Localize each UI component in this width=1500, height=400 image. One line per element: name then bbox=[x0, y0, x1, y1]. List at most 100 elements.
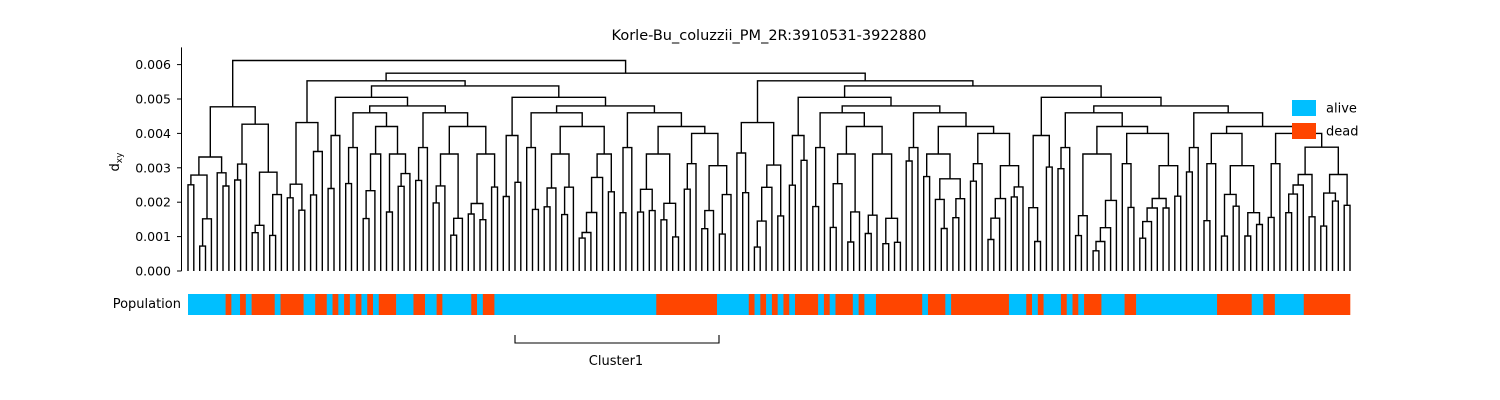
dendrogram-link bbox=[812, 205, 820, 271]
population-segment-alive bbox=[231, 294, 241, 315]
dendrogram-link bbox=[999, 165, 1020, 199]
dendrogram-link bbox=[1096, 125, 1149, 154]
population-segment-alive bbox=[789, 294, 796, 315]
dendrogram-link bbox=[1121, 163, 1132, 271]
dendrogram-link bbox=[269, 234, 277, 271]
dendrogram-link bbox=[1255, 223, 1264, 271]
dendrogram-link bbox=[563, 186, 575, 271]
dendrogram-link bbox=[1288, 193, 1299, 271]
dendrogram-link bbox=[1308, 216, 1316, 271]
population-segment-alive bbox=[349, 294, 356, 315]
dendrogram-link bbox=[994, 197, 1007, 271]
population-segment-alive bbox=[1008, 294, 1027, 315]
dendrogram-link bbox=[1285, 212, 1293, 271]
population-segment-alive bbox=[829, 294, 836, 315]
population-segment-dead bbox=[783, 294, 790, 315]
dendrogram-link bbox=[690, 132, 719, 166]
dendrogram-link bbox=[1193, 112, 1264, 148]
dendrogram-link bbox=[309, 194, 318, 271]
dendrogram-link bbox=[312, 150, 323, 271]
dendrogram-link bbox=[648, 209, 656, 271]
dendrogram-link bbox=[578, 237, 586, 271]
population-segment-dead bbox=[1124, 294, 1137, 315]
dendrogram-link bbox=[742, 192, 750, 271]
dendrogram-link bbox=[969, 180, 977, 271]
dendrogram-link bbox=[1095, 240, 1106, 271]
dendrogram-link bbox=[596, 153, 612, 192]
legend: alive dead bbox=[1292, 100, 1358, 140]
dendrogram-link bbox=[797, 96, 892, 136]
dendrogram-link bbox=[369, 105, 446, 113]
dendrogram-link bbox=[1244, 235, 1252, 271]
population-segment-dead bbox=[1060, 294, 1068, 315]
dendrogram-link bbox=[912, 112, 967, 148]
dendrogram-link bbox=[841, 105, 941, 113]
dendrogram-link bbox=[397, 185, 405, 271]
population-segment-alive bbox=[852, 294, 859, 315]
population-segment-dead bbox=[482, 294, 495, 315]
population-segment-dead bbox=[656, 294, 718, 315]
dendrogram-link bbox=[766, 164, 782, 216]
dendrogram-link bbox=[777, 215, 785, 271]
population-segment-dead bbox=[225, 294, 232, 315]
dendrogram-link bbox=[232, 59, 627, 107]
population-segment-alive bbox=[777, 294, 784, 315]
cluster-label: Cluster1 bbox=[589, 354, 643, 369]
dendrogram-link bbox=[977, 132, 1011, 166]
dendrogram-link bbox=[1060, 146, 1071, 271]
dendrogram-link bbox=[736, 152, 747, 271]
dendrogram-link bbox=[952, 217, 960, 271]
dendrogram-link bbox=[683, 188, 691, 271]
population-segment-alive bbox=[1032, 294, 1039, 315]
dendrogram-link bbox=[753, 246, 761, 271]
dendrogram-link bbox=[209, 106, 256, 157]
population-segment-alive bbox=[1101, 294, 1125, 315]
dendrogram-link bbox=[201, 218, 213, 271]
population-segment-alive bbox=[716, 294, 750, 315]
dendrogram-link bbox=[370, 85, 560, 98]
dendrogram-link bbox=[908, 146, 919, 271]
population-segment-alive bbox=[1043, 294, 1062, 315]
dendrogram-link bbox=[972, 163, 983, 271]
dendrogram-link bbox=[1064, 112, 1123, 148]
dendrogram-link bbox=[502, 195, 510, 271]
population-segment-dead bbox=[471, 294, 478, 315]
population-segment-alive bbox=[274, 294, 281, 315]
dendrogram-link bbox=[258, 171, 278, 226]
dendrogram-link bbox=[721, 193, 732, 271]
legend-swatch-dead bbox=[1292, 123, 1316, 139]
population-segment-dead bbox=[927, 294, 946, 315]
dendrogram-link bbox=[607, 191, 615, 271]
population-segment-dead bbox=[1026, 294, 1033, 315]
dendrogram-link bbox=[543, 206, 551, 271]
y-axis-label-main: d bbox=[108, 163, 123, 171]
dendrogram-link bbox=[987, 238, 995, 271]
dendrogram-link bbox=[1127, 206, 1135, 271]
dendrogram-link bbox=[1092, 250, 1100, 271]
y-tick-label: 0.003 bbox=[135, 160, 171, 175]
dendrogram-link bbox=[1304, 146, 1339, 175]
dendrogram-link bbox=[1034, 240, 1042, 271]
population-segment-alive bbox=[945, 294, 952, 315]
dendrogram-link bbox=[561, 213, 569, 271]
population-segment-alive bbox=[766, 294, 773, 315]
dendrogram-link bbox=[448, 125, 487, 154]
dendrogram-link bbox=[199, 245, 207, 271]
y-tick-label: 0.001 bbox=[135, 229, 171, 244]
dendrogram-link bbox=[1267, 216, 1275, 271]
cluster-bracket-line bbox=[514, 335, 720, 344]
dendrogram-link bbox=[708, 165, 728, 211]
dendrogram-link bbox=[470, 202, 484, 220]
cluster-bracket: Cluster1 bbox=[514, 335, 720, 369]
dendrogram-link bbox=[1077, 215, 1088, 271]
dendrogram-link bbox=[417, 146, 429, 271]
dendrogram-link bbox=[1013, 186, 1024, 271]
chart-title: Korle-Bu_coluzzii_PM_2R:3910531-3922880 bbox=[612, 28, 927, 44]
dendrogram-link bbox=[1040, 96, 1162, 136]
population-segment-alive bbox=[425, 294, 437, 315]
dendrogram-link bbox=[788, 184, 796, 271]
dendrogram-link bbox=[1206, 163, 1217, 271]
dendrogram-link bbox=[660, 219, 668, 271]
dendrogram-link bbox=[926, 153, 951, 179]
dendrogram-link bbox=[1162, 207, 1170, 271]
